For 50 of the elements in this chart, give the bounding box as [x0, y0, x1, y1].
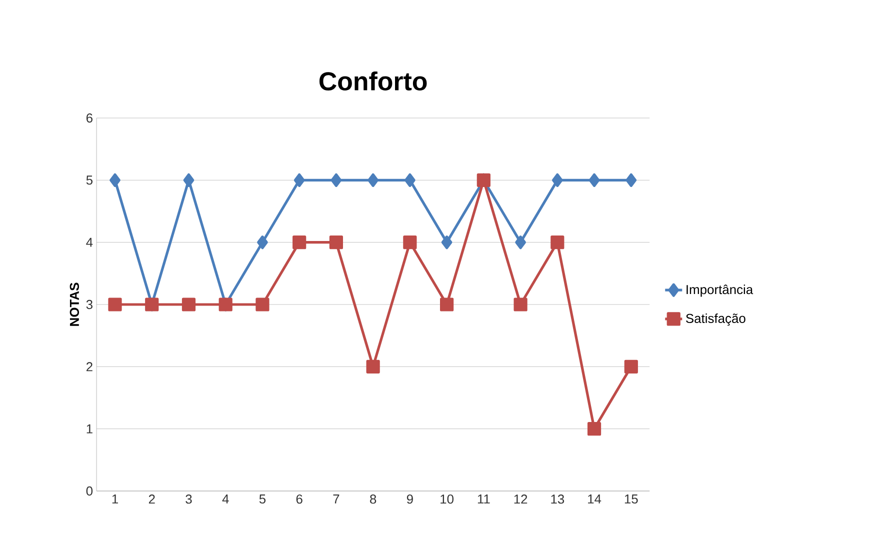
x-tick-label: 5 — [259, 494, 266, 504]
point — [552, 173, 563, 187]
point — [441, 236, 452, 250]
point — [257, 236, 268, 250]
point — [624, 360, 638, 374]
chart-title: Conforto — [319, 71, 427, 90]
point — [256, 298, 270, 312]
x-tick-label: 6 — [296, 494, 302, 504]
y-tick-label: 1 — [86, 424, 92, 434]
point — [515, 236, 526, 250]
x-tick-label: 8 — [370, 494, 376, 504]
x-tick-label: 14 — [588, 494, 602, 504]
point — [440, 298, 454, 312]
x-tick-label: 13 — [551, 494, 564, 504]
point — [588, 173, 600, 187]
point — [329, 236, 344, 250]
x-tick-label: 2 — [148, 494, 155, 504]
x-tick-label: 3 — [186, 494, 192, 504]
y-tick-label: 5 — [86, 176, 92, 185]
legend-label: Satisfação — [686, 314, 746, 326]
y-tick-label: 4 — [86, 238, 93, 247]
x-tick-label: 10 — [440, 494, 454, 504]
point — [292, 236, 306, 250]
point — [368, 173, 378, 187]
y-tick-label: 0 — [86, 486, 93, 496]
point — [183, 173, 194, 187]
point — [626, 173, 637, 187]
point — [404, 173, 416, 187]
x-tick-label: 4 — [222, 494, 229, 504]
point — [403, 236, 417, 250]
point — [294, 173, 305, 187]
x-tick-label: 9 — [406, 494, 413, 504]
point — [550, 236, 564, 250]
point — [330, 173, 342, 187]
point — [514, 298, 528, 312]
legend-label: Importância — [686, 284, 754, 297]
x-tick-label: 1 — [112, 494, 118, 504]
point — [182, 298, 196, 312]
x-tick-label: 7 — [333, 494, 340, 504]
x-tick-label: 15 — [624, 494, 638, 504]
point — [108, 298, 122, 312]
point — [587, 422, 602, 436]
y-tick-label: 6 — [86, 113, 92, 123]
x-tick-label: 12 — [514, 494, 528, 504]
y-tick-label: 3 — [86, 300, 92, 310]
point — [366, 360, 380, 374]
point — [110, 173, 120, 187]
y-axis-title: NOTAS — [70, 282, 80, 326]
y-tick-label: 2 — [86, 362, 92, 372]
x-tick-label: 11 — [478, 494, 490, 504]
